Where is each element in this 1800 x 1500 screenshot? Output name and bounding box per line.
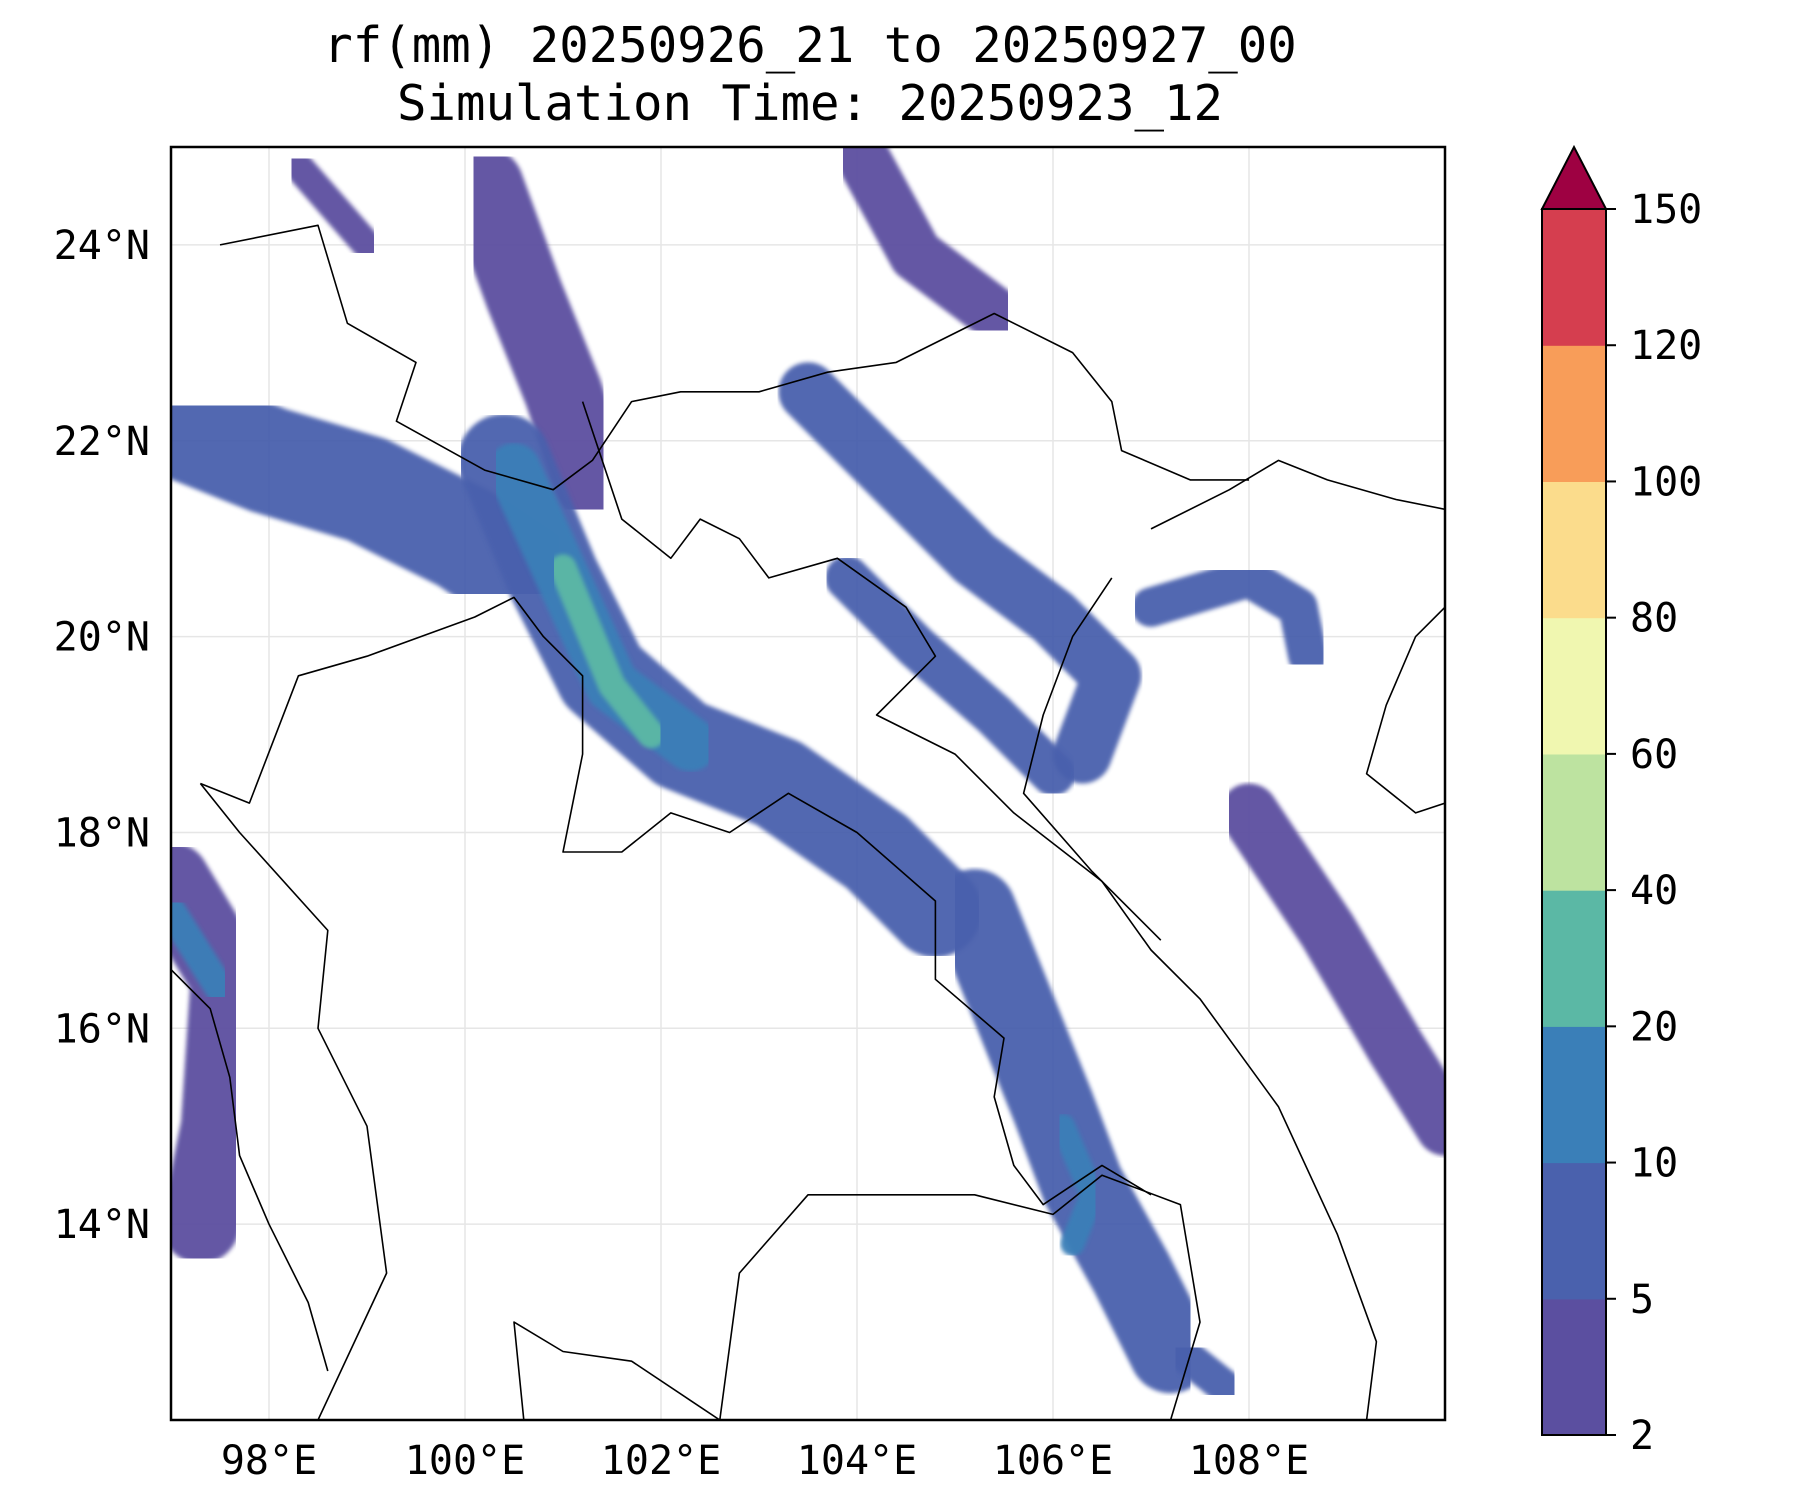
colorbar-segment xyxy=(1542,481,1606,619)
border-line xyxy=(1022,577,1162,941)
x-tick-label: 104°E xyxy=(797,1438,917,1484)
colorbar-segment xyxy=(1542,345,1606,482)
colorbar-tick-label: 80 xyxy=(1630,596,1678,642)
colorbar-tick-label: 2 xyxy=(1630,1413,1654,1459)
x-tick-label: 100°E xyxy=(405,1438,525,1484)
border-line xyxy=(513,1321,721,1420)
rain-band-level-3 xyxy=(549,554,665,749)
border-line xyxy=(199,783,388,1420)
border-line xyxy=(200,596,1152,1206)
rainfall-contours xyxy=(171,147,1445,1408)
colorbar-tick-label: 5 xyxy=(1630,1277,1654,1323)
colorbar-segment xyxy=(1542,1298,1606,1436)
country-borders-and-coastlines xyxy=(171,224,1445,1420)
colorbar-segment xyxy=(1542,890,1606,1027)
border-line xyxy=(1150,459,1445,530)
border-line xyxy=(581,401,1378,1420)
colorbar-tick-label: 150 xyxy=(1630,187,1702,233)
chart-title-line-1: rf(mm) 20250926_21 to 20250927_00 xyxy=(323,17,1297,74)
latitude-tick-labels: 24°N 22°N 20°N 18°N 16°N 14°N xyxy=(54,223,150,1248)
colorbar-segment xyxy=(1542,617,1606,755)
colorbar-segment xyxy=(1542,209,1606,346)
y-tick-label: 16°N xyxy=(54,1006,150,1052)
longitude-tick-labels: 98°E 100°E 102°E 104°E 106°E 108°E xyxy=(221,1438,1309,1484)
y-tick-label: 14°N xyxy=(54,1202,150,1248)
rain-band-level-0 xyxy=(1219,783,1445,1156)
colorbar-segment xyxy=(1542,753,1606,891)
rain-band-level-0 xyxy=(445,147,632,520)
colorbar-tick-label: 10 xyxy=(1630,1141,1678,1187)
colorbar-extend-arrow xyxy=(1540,144,1608,210)
y-tick-label: 22°N xyxy=(54,419,150,465)
colorbar-segment xyxy=(1542,1162,1606,1300)
map-frame xyxy=(169,145,1447,1422)
colorbar-tick-label: 100 xyxy=(1630,459,1702,505)
y-tick-label: 18°N xyxy=(54,810,150,856)
x-tick-label: 108°E xyxy=(1189,1438,1309,1484)
rain-band-level-0 xyxy=(830,147,1022,341)
colorbar-tick-label: 60 xyxy=(1630,732,1678,778)
rain-band-level-2 xyxy=(1050,1113,1105,1256)
colorbar: 2 5 10 20 40 60 80 100 120 150 xyxy=(1540,144,1702,1459)
x-tick-label: 106°E xyxy=(993,1438,1113,1484)
y-tick-label: 20°N xyxy=(54,615,150,661)
colorbar-tick-label: 120 xyxy=(1630,323,1702,369)
border-line xyxy=(219,224,1249,491)
rain-band-level-2 xyxy=(171,896,235,1004)
rain-band-level-0 xyxy=(283,151,382,260)
x-tick-label: 102°E xyxy=(601,1438,721,1484)
x-tick-label: 98°E xyxy=(221,1438,317,1484)
rain-band-level-1 xyxy=(825,555,1076,796)
colorbar-tick-label: 40 xyxy=(1630,868,1678,914)
colorbar-frame xyxy=(1541,208,1607,1436)
border-line xyxy=(171,969,329,1372)
colorbar-tick-label: 20 xyxy=(1630,1004,1678,1050)
rain-band-level-1 xyxy=(778,362,1142,784)
chart-title-line-2: Simulation Time: 20250923_12 xyxy=(397,75,1223,132)
rain-band-level-1 xyxy=(1131,558,1328,676)
rain-band-level-1 xyxy=(171,367,578,632)
border-line xyxy=(1365,606,1445,814)
colorbar-segment xyxy=(1542,1026,1606,1164)
border-line xyxy=(719,1174,1201,1420)
y-tick-label: 24°N xyxy=(54,223,150,269)
